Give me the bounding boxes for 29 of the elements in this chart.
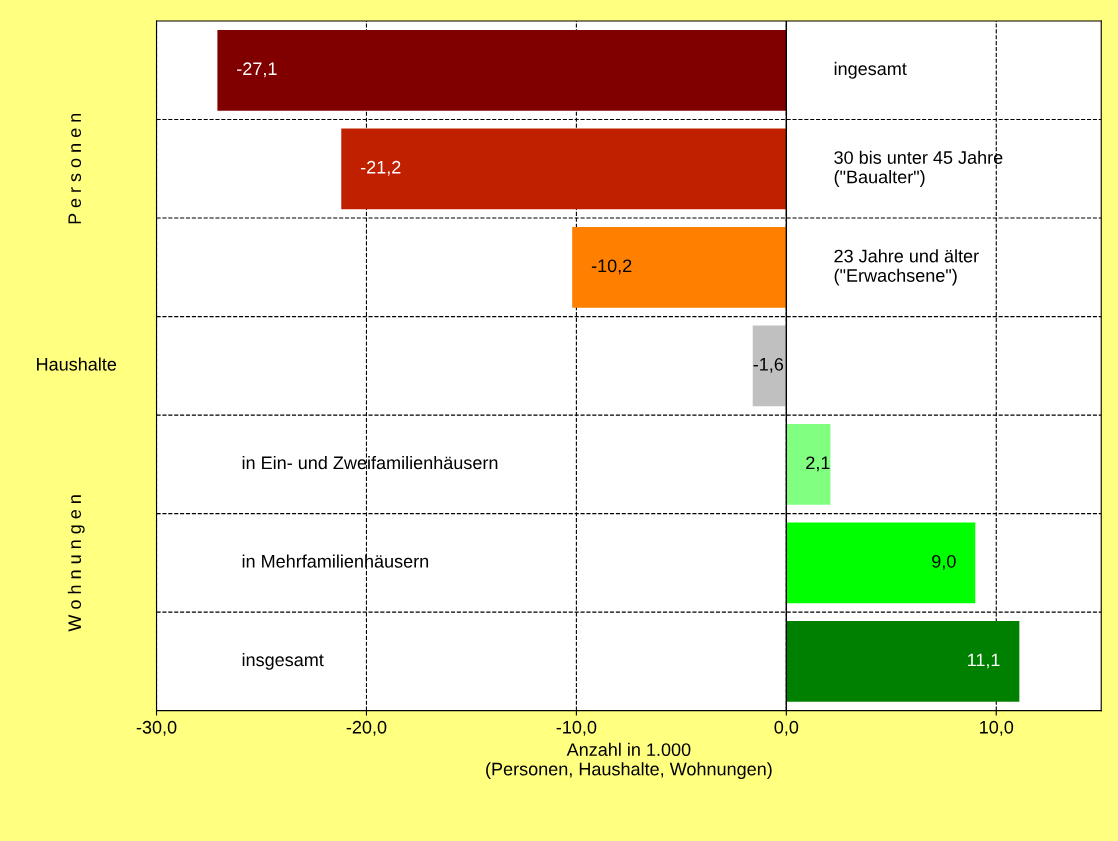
y-tick-label: insgesamt bbox=[242, 652, 324, 670]
x-tick-label: -10,0 bbox=[556, 720, 597, 736]
data-label: -27,1 bbox=[237, 62, 277, 78]
text: P e r s o n e n bbox=[68, 113, 82, 224]
bar bbox=[217, 29, 787, 111]
data-label: -21,2 bbox=[360, 160, 401, 176]
y-tick-label: ingesamt bbox=[834, 61, 907, 79]
bar bbox=[572, 226, 787, 308]
data-label: -1,6 bbox=[753, 357, 784, 373]
y-tick-label: 30 bis unter 45 Jahre ("Baualter") bbox=[834, 150, 1003, 187]
bar bbox=[341, 128, 787, 210]
x-tick-label: 0,0 bbox=[774, 720, 799, 736]
x-tick-label: 10,0 bbox=[980, 720, 1014, 736]
y-tick-label: 23 Jahre und älter ("Erwachsene") bbox=[834, 249, 979, 286]
x-axis-title: Anzahl in 1.000 (Personen, Haushalte, Wohnungen) bbox=[486, 742, 772, 780]
bar bbox=[786, 620, 1020, 702]
data-label: 9,0 bbox=[932, 554, 956, 570]
y-tick-label: in Ein- und Zweifamilienhäusern bbox=[242, 455, 498, 470]
data-label: -10,2 bbox=[591, 259, 632, 275]
bar bbox=[752, 325, 787, 407]
bar bbox=[786, 522, 976, 604]
x-tick-label: -30,0 bbox=[136, 720, 177, 736]
bar bbox=[786, 423, 831, 505]
x-tick-label: -20,0 bbox=[346, 720, 387, 736]
data-label: 11,1 bbox=[968, 653, 1000, 669]
y-tick-label: in Mehrfamilienhäusern bbox=[242, 554, 429, 568]
text: Haushalte bbox=[37, 357, 117, 371]
data-label: 2,1 bbox=[806, 456, 830, 472]
text: W o h n u n g e n bbox=[67, 495, 85, 632]
